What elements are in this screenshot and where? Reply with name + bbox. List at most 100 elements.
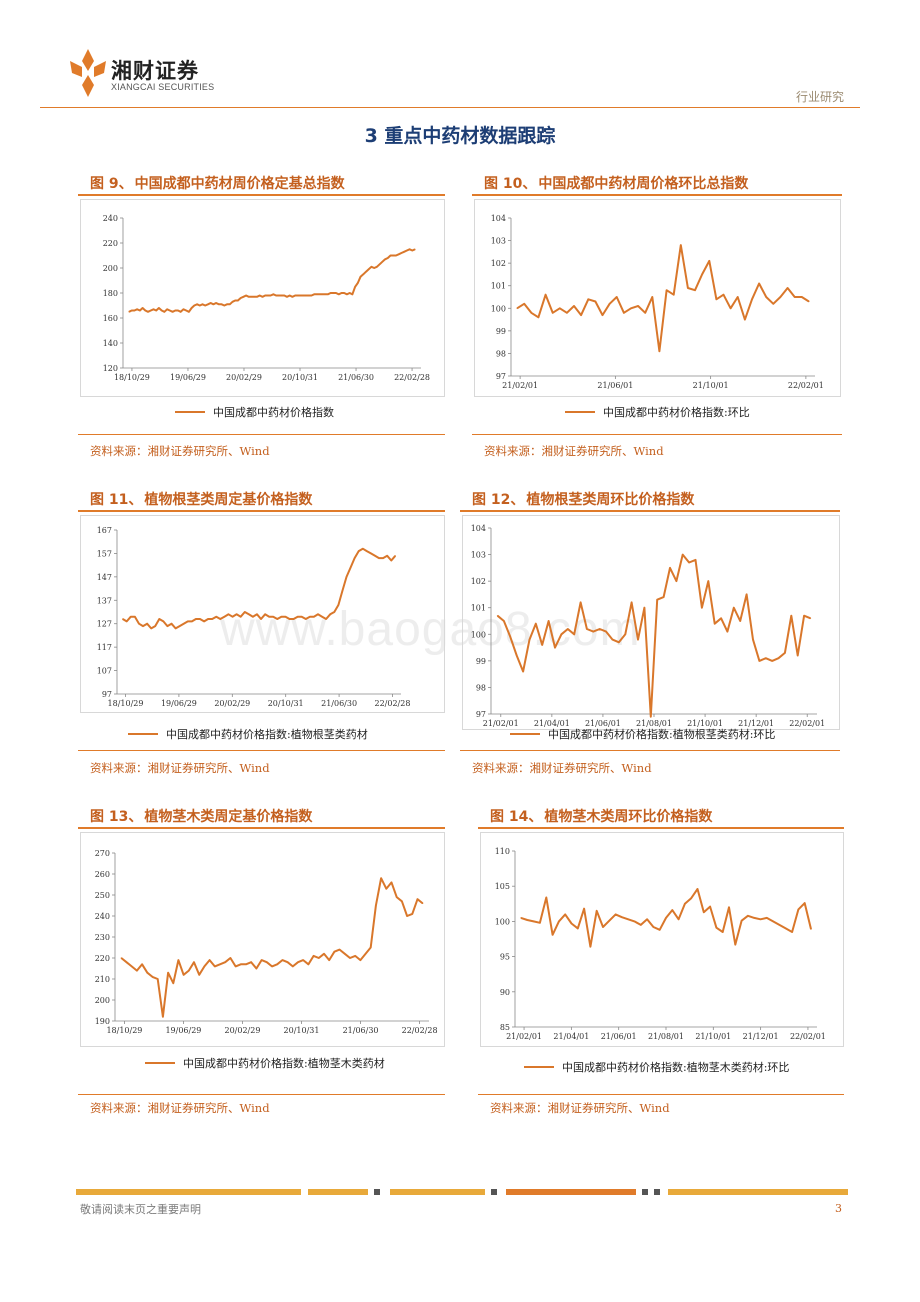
data-point xyxy=(125,961,128,963)
figure-11-source-rule xyxy=(78,750,445,751)
data-point xyxy=(309,616,311,618)
data-point xyxy=(131,965,133,967)
data-point xyxy=(395,254,397,257)
data-point xyxy=(411,913,413,915)
y-tick-label: 102 xyxy=(471,577,486,586)
data-point xyxy=(385,888,387,890)
y-tick-label: 270 xyxy=(95,849,110,858)
data-point xyxy=(570,922,573,925)
figure-10-title: 图 10、 中国成都中药材周价格环比总指数 xyxy=(484,176,749,192)
y-tick-label: 250 xyxy=(95,891,110,900)
data-point xyxy=(599,628,601,630)
x-tick-label: 21/04/01 xyxy=(553,1032,589,1041)
data-point xyxy=(141,963,143,965)
data-point xyxy=(207,618,209,620)
data-point xyxy=(777,657,780,659)
data-point xyxy=(580,314,582,316)
data-point xyxy=(333,611,335,613)
data-point xyxy=(644,312,646,314)
data-point xyxy=(351,293,353,295)
figure-9-rule xyxy=(78,194,445,196)
data-point xyxy=(199,304,201,307)
data-point xyxy=(253,296,255,298)
data-point xyxy=(325,618,327,620)
data-point xyxy=(302,294,304,297)
data-point xyxy=(714,623,716,625)
data-point xyxy=(330,292,332,294)
data-point xyxy=(234,299,236,302)
data-point xyxy=(229,303,231,305)
data-point xyxy=(785,927,787,929)
data-point xyxy=(401,900,403,902)
x-tick-label: 20/02/29 xyxy=(225,1026,261,1035)
data-point xyxy=(733,607,735,609)
data-point xyxy=(366,550,368,552)
data-point xyxy=(715,298,717,300)
data-point xyxy=(406,915,408,917)
data-point xyxy=(183,974,185,976)
data-point xyxy=(797,654,799,657)
data-point xyxy=(758,660,760,662)
data-point xyxy=(545,896,547,899)
brand-name-en: XIANGCAI SECURITIES xyxy=(111,82,215,92)
data-point xyxy=(343,292,345,294)
figure-10-rule xyxy=(472,194,842,196)
x-tick-label: 21/08/01 xyxy=(648,1032,684,1041)
data-point xyxy=(169,309,171,312)
data-point xyxy=(690,897,692,899)
data-point xyxy=(264,294,266,297)
data-point xyxy=(609,303,611,305)
data-point xyxy=(340,292,343,294)
data-point xyxy=(728,906,730,908)
data-point xyxy=(319,293,321,295)
data-point xyxy=(650,716,652,718)
data-point xyxy=(259,294,261,297)
data-point xyxy=(193,961,195,963)
figure-11-title: 图 11、 植物根茎类周定基价格指数 xyxy=(90,492,313,508)
figure-9-legend: 中国成都中药材价格指数 xyxy=(175,404,334,420)
report-type-tag: 行业研究 xyxy=(795,90,844,104)
data-point xyxy=(618,641,620,643)
data-point xyxy=(261,296,264,298)
data-point xyxy=(142,307,144,309)
figure-12-source: 资料来源：湘财证券研究所、Wind xyxy=(472,761,652,775)
data-point xyxy=(286,296,288,298)
y-tick-label: 260 xyxy=(95,870,110,879)
data-point xyxy=(722,931,724,933)
figure-14-title: 图 14、 植物茎木类周环比价格指数 xyxy=(490,809,713,825)
figure-11-source: 资料来源：湘财证券研究所、Wind xyxy=(90,761,270,775)
y-tick-label: 220 xyxy=(95,954,110,963)
y-tick-label: 100 xyxy=(495,917,510,926)
y-tick-label: 103 xyxy=(491,237,506,246)
data-point xyxy=(191,620,193,622)
data-point xyxy=(250,961,252,963)
data-point xyxy=(261,959,263,961)
data-point xyxy=(592,631,594,633)
data-point xyxy=(637,639,639,641)
data-point xyxy=(292,965,294,967)
data-point xyxy=(630,307,632,309)
data-point xyxy=(142,625,144,627)
data-point xyxy=(734,944,736,946)
data-point xyxy=(235,965,237,967)
y-tick-label: 167 xyxy=(97,526,112,535)
data-point xyxy=(365,953,367,955)
data-point xyxy=(390,881,393,883)
data-point xyxy=(301,616,303,618)
data-point xyxy=(633,920,636,922)
y-tick-label: 97 xyxy=(102,690,112,699)
data-point xyxy=(294,294,296,297)
data-point xyxy=(652,926,654,928)
data-point xyxy=(231,616,234,618)
data-point xyxy=(130,616,132,618)
data-point xyxy=(167,972,169,974)
data-point xyxy=(175,627,177,629)
series-line xyxy=(120,877,424,1018)
figure-13-source: 资料来源：湘财证券研究所、Wind xyxy=(90,1101,270,1115)
x-tick-label: 20/10/31 xyxy=(282,373,318,382)
data-point xyxy=(163,311,165,313)
x-tick-label: 18/10/29 xyxy=(114,373,150,382)
data-point xyxy=(276,618,278,620)
figure-10-source-rule xyxy=(472,434,842,435)
data-point xyxy=(577,927,579,929)
